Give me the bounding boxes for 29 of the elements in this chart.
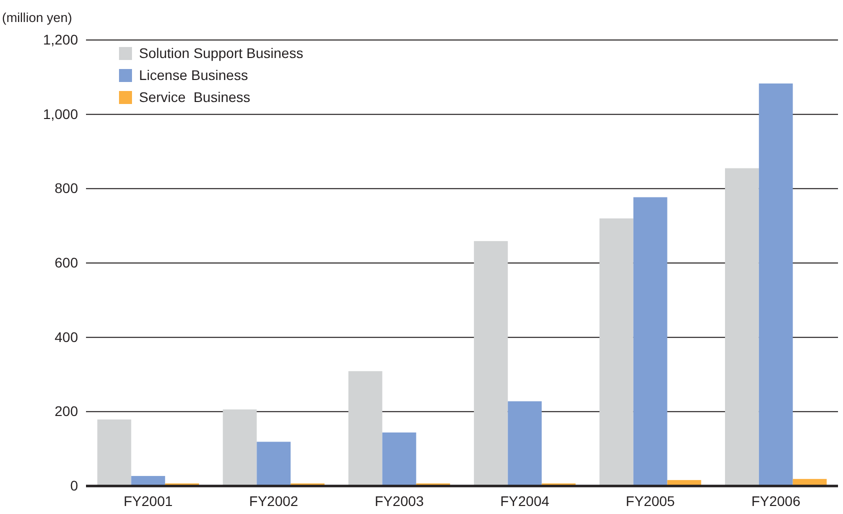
legend-label: Solution Support Business [139, 45, 304, 61]
x-tick-label: FY2003 [374, 492, 424, 509]
bar [97, 419, 132, 486]
y-tick-label: 0 [70, 477, 78, 494]
bar [131, 476, 166, 486]
x-tick-label: FY2006 [751, 492, 801, 509]
bar [474, 241, 508, 486]
legend-label: License Business [139, 67, 248, 83]
x-tick-label: FY2004 [500, 492, 550, 509]
bar [633, 197, 668, 486]
y-tick-label: 600 [54, 254, 78, 270]
y-tick-label: 200 [54, 403, 78, 420]
y-tick-label: 800 [54, 180, 78, 196]
bar [256, 442, 291, 486]
bar [758, 83, 793, 486]
y-tick-label: 1,200 [42, 31, 78, 48]
bar [508, 401, 542, 486]
y-tick-label: 400 [54, 328, 78, 345]
y-tick-label: 1,000 [42, 106, 78, 122]
legend-label: Service Business [139, 89, 250, 105]
x-tick-label: FY2001 [124, 492, 173, 509]
bar [222, 409, 257, 486]
x-tick-label: FY2005 [626, 492, 676, 509]
bar [599, 218, 634, 486]
bar [725, 168, 759, 486]
bar [348, 371, 382, 486]
x-tick-label: FY2002 [249, 492, 298, 509]
y-axis-title: (million yen) [2, 10, 72, 25]
bar [382, 432, 416, 486]
